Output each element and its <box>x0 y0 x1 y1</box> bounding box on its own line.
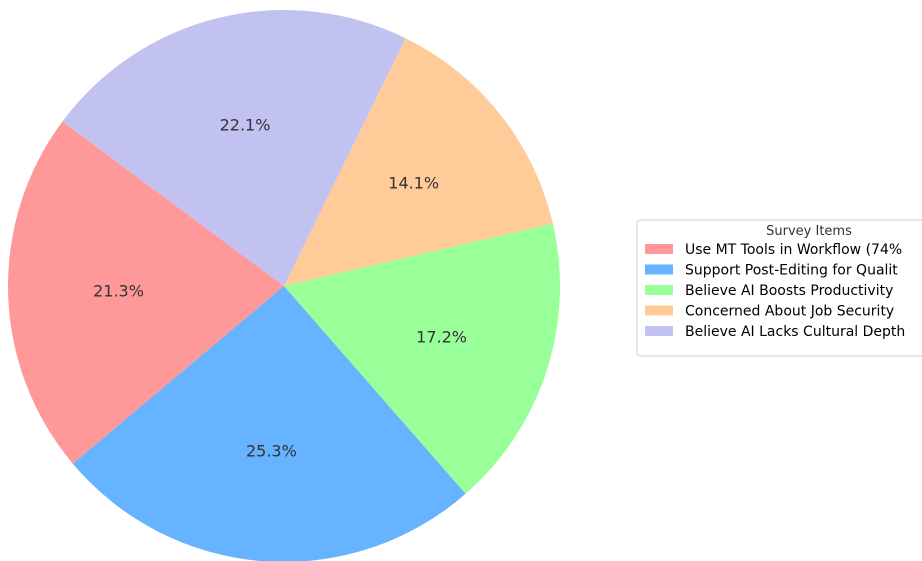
legend-swatch <box>645 264 673 275</box>
legend-label: Use MT Tools in Workflow (74% <box>685 242 902 258</box>
legend-title: Survey Items <box>766 224 852 239</box>
slice-percentage-label: 14.1% <box>388 174 439 193</box>
pie-percentage-labels: 21.3% 25.3% 17.2% 14.1% 22.1% <box>93 116 467 461</box>
pie-slices <box>7 9 560 561</box>
legend-swatch <box>645 285 673 295</box>
pie-slice <box>284 38 553 286</box>
legend: Survey Items Use MT Tools in Workflow (7… <box>636 219 922 357</box>
legend-label: Concerned About Job Security <box>685 304 894 320</box>
legend-label: Believe AI Lacks Cultural Depth <box>685 324 905 340</box>
pie-slice <box>284 223 560 494</box>
slice-percentage-label: 21.3% <box>93 282 144 301</box>
legend-swatch <box>645 244 673 254</box>
slice-percentage-label: 17.2% <box>416 327 467 346</box>
slice-percentage-label: 22.1% <box>220 116 271 135</box>
legend-label: Support Post-Editing for Qualit <box>685 263 898 279</box>
pie-slice <box>7 121 285 464</box>
legend-items: Use MT Tools in Workflow (74% Support Pos… <box>645 242 905 340</box>
slice-percentage-label: 25.3% <box>246 442 297 461</box>
legend-label: Believe AI Boosts Productivity <box>685 283 893 299</box>
pie-slice <box>62 9 406 286</box>
legend-swatch <box>645 326 673 336</box>
pie-slice <box>72 286 466 561</box>
legend-frame <box>636 219 922 357</box>
legend-swatch <box>645 305 673 316</box>
